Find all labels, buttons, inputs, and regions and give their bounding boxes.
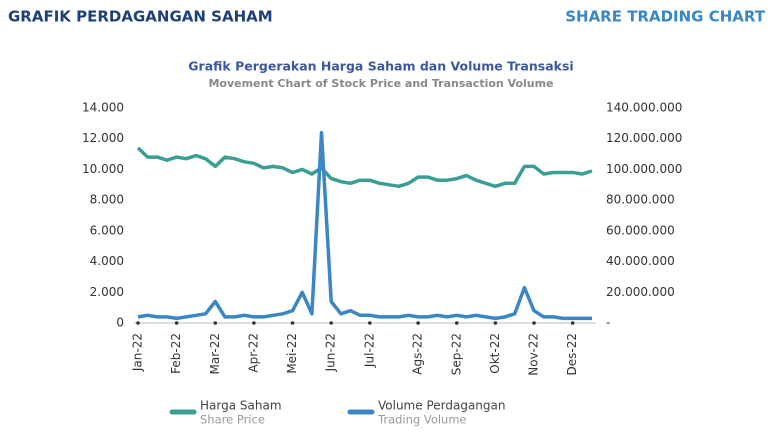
y2-tick-label: 120.000.000 — [606, 131, 682, 145]
x-tick-label: Feb-22 — [169, 333, 183, 374]
y-tick-label: 0 — [116, 316, 124, 330]
legend-label: Harga Saham — [200, 399, 282, 413]
x-tick-label: Jun-22 — [324, 333, 338, 372]
x-tick — [213, 321, 218, 325]
x-tick — [290, 321, 295, 325]
x-tick — [454, 321, 459, 325]
x-tick-label: Ags-22 — [411, 333, 425, 375]
chart-subtitle: Movement Chart of Stock Price and Transa… — [208, 77, 553, 90]
y2-tick-label: 60.000.000 — [606, 223, 675, 237]
x-tick-label: Sep-22 — [449, 333, 463, 375]
y-tick-label: 12.000 — [82, 131, 124, 145]
y-tick-label: 8.000 — [90, 193, 124, 207]
y-tick-label: 6.000 — [90, 223, 124, 237]
legend-label-en: Trading Volume — [377, 413, 467, 427]
y2-tick-label: 80.000.000 — [606, 193, 675, 207]
x-tick-label: Jan-22 — [131, 333, 145, 372]
x-tick-label: Mei-22 — [285, 333, 299, 374]
x-tick — [174, 321, 179, 325]
x-tick-label: Apr-22 — [246, 333, 260, 373]
page-title: GRAFIK PERDAGANGAN SAHAM — [8, 8, 273, 26]
y-tick-label: 4.000 — [90, 254, 124, 268]
y2-tick-label: - — [606, 316, 610, 330]
y2-tick-label: 40.000.000 — [606, 254, 675, 268]
legend-label: Volume Perdagangan — [378, 399, 505, 413]
x-tick — [532, 321, 536, 325]
chart-title: Grafik Pergerakan Harga Saham dan Volume… — [188, 59, 573, 74]
x-tick-label: Nov-22 — [527, 333, 541, 376]
x-tick-label: Okt-22 — [488, 333, 502, 374]
x-tick — [416, 321, 420, 325]
y2-tick-label: 140.000.000 — [606, 101, 682, 115]
x-tick-label: Des-22 — [565, 333, 579, 375]
x-tick — [329, 321, 333, 325]
series-line — [137, 130, 592, 321]
x-tick-label: Mar-22 — [208, 333, 222, 374]
y-tick-label: 2.000 — [90, 285, 124, 299]
x-tick — [136, 321, 140, 325]
x-tick — [252, 321, 256, 325]
y2-tick-label: 20.000.000 — [606, 285, 675, 299]
series-line — [136, 146, 593, 189]
y-tick-label: 14.000 — [82, 101, 124, 115]
x-tick — [493, 321, 498, 325]
legend-label-en: Share Price — [200, 413, 265, 427]
page-title-en: SHARE TRADING CHART — [565, 8, 766, 26]
y-tick-label: 10.000 — [82, 162, 124, 176]
x-tick — [368, 321, 372, 325]
x-tick-label: Jul-22 — [362, 333, 376, 368]
x-tick — [570, 321, 575, 325]
y2-tick-label: 100.000.000 — [606, 162, 682, 176]
